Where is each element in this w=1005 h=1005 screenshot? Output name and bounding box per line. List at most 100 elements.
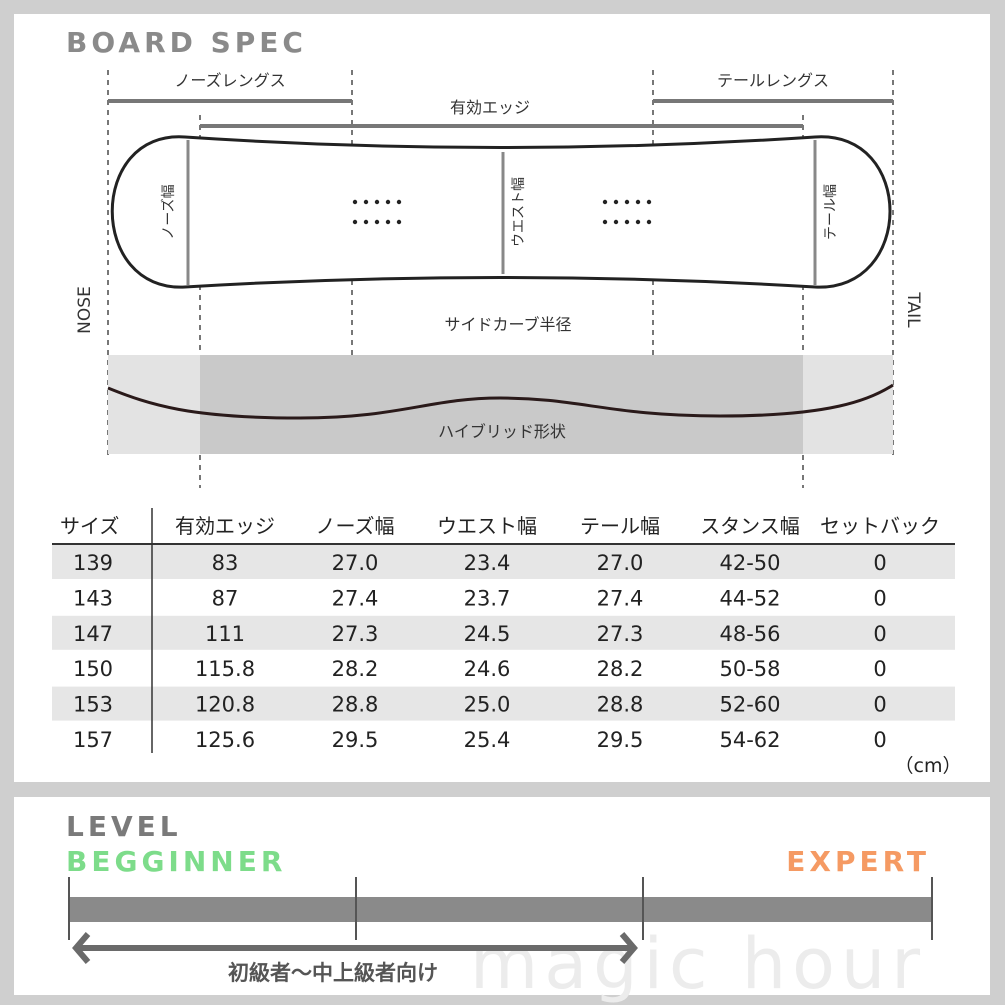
insert-hole	[635, 219, 641, 225]
insert-hole	[613, 199, 619, 205]
level-range-arrow	[72, 932, 638, 964]
table-cell: 44-52	[719, 586, 780, 610]
table-cell: 24.6	[464, 657, 511, 681]
table-cell: 27.0	[332, 551, 379, 575]
insert-hole	[646, 219, 652, 225]
insert-hole	[624, 219, 630, 225]
table-cell: 29.5	[332, 728, 379, 752]
table-header: サイズ	[60, 514, 119, 538]
table-row-bg	[52, 615, 955, 650]
insert-holes	[352, 199, 652, 225]
table-cell: 28.2	[597, 657, 644, 681]
table-cell: 0	[873, 657, 886, 681]
table-row-bg	[52, 545, 955, 579]
insert-hole	[385, 219, 391, 225]
watermark-text: magic hour	[470, 923, 926, 1005]
table-cell: 83	[212, 551, 239, 575]
table-cell: 25.4	[464, 728, 511, 752]
insert-hole	[352, 199, 358, 205]
insert-hole	[635, 199, 641, 205]
table-cell: 120.8	[195, 693, 255, 717]
watermark: magic hour	[470, 923, 926, 1005]
level-bar	[68, 897, 933, 922]
table-row-bg	[52, 686, 955, 721]
table-cell: 115.8	[195, 657, 255, 681]
waist-width-label: ウエスト幅	[511, 177, 527, 247]
table-cell: 150	[73, 657, 113, 681]
insert-hole	[396, 219, 402, 225]
table-cell: 48-56	[719, 622, 780, 646]
table-cell: 147	[73, 622, 113, 646]
tail-label: TAIL	[903, 291, 923, 328]
insert-hole	[385, 199, 391, 205]
table-header: 有効エッジ	[175, 514, 275, 538]
table-cell: 0	[873, 551, 886, 575]
insert-hole	[646, 199, 652, 205]
table-cell: 0	[873, 693, 886, 717]
tail-length-label: テールレングス	[717, 71, 829, 90]
board-spec-title: BOARD SPEC	[66, 26, 307, 59]
table-cell: 157	[73, 728, 113, 752]
table-cell: 23.7	[464, 586, 511, 610]
level-panel	[14, 797, 990, 995]
tail-width-label: テール幅	[823, 184, 839, 240]
board-outline	[110, 135, 892, 289]
table-cell: 54-62	[719, 728, 780, 752]
table-cell: 28.2	[332, 657, 379, 681]
table-cell: 50-58	[719, 657, 780, 681]
unit-label: （cm）	[895, 755, 962, 777]
table-cell: 111	[205, 622, 245, 646]
table-header: セットバック	[820, 514, 940, 538]
table-cell: 0	[873, 622, 886, 646]
table-cell: 25.0	[464, 693, 511, 717]
sidecut-radius-label: サイドカーブ半径	[444, 315, 571, 334]
insert-hole	[374, 219, 380, 225]
table-cell: 125.6	[195, 728, 255, 752]
insert-hole	[613, 219, 619, 225]
effective-edge-label: 有効エッジ	[450, 98, 530, 117]
table-cell: 52-60	[719, 693, 780, 717]
spec-table: サイズ 有効エッジ ノーズ幅 ウエスト幅 テール幅 スタンス幅 セットバック 139 83 27.…	[52, 514, 955, 752]
level-range-text: 初級者〜中上級者向け	[228, 961, 438, 985]
expert-label: EXPERT	[786, 845, 930, 878]
table-header: テール幅	[580, 514, 660, 538]
table-header: ノーズ幅	[316, 514, 395, 538]
nose-length-label: ノーズレングス	[174, 71, 285, 90]
table-cell: 143	[73, 586, 113, 610]
table-cell: 27.4	[597, 586, 644, 610]
table-cell: 0	[873, 586, 886, 610]
table-cell: 0	[873, 728, 886, 752]
table-cell: 28.8	[332, 693, 379, 717]
insert-hole	[396, 199, 402, 205]
hybrid-shape-label: ハイブリッド形状	[438, 422, 566, 441]
table-cell: 23.4	[464, 551, 511, 575]
insert-hole	[363, 219, 369, 225]
insert-hole	[624, 199, 630, 205]
table-header: スタンス幅	[700, 514, 800, 538]
level-title: LEVEL	[66, 810, 182, 843]
insert-hole	[352, 219, 358, 225]
level-ticks	[68, 877, 933, 940]
insert-hole	[374, 199, 380, 205]
profile-contact-area	[200, 355, 803, 454]
table-cell: 42-50	[719, 551, 780, 575]
beginner-label: BEGGINNER	[66, 845, 286, 878]
nose-label: NOSE	[75, 286, 95, 334]
insert-hole	[602, 199, 608, 205]
insert-hole	[602, 219, 608, 225]
table-cell: 27.4	[332, 586, 379, 610]
table-cell: 27.0	[597, 551, 644, 575]
table-cell: 139	[73, 551, 113, 575]
table-header: ウエスト幅	[437, 514, 537, 538]
nose-width-label: ノーズ幅	[161, 184, 177, 239]
hybrid-profile-curve	[107, 383, 894, 420]
insert-hole	[363, 199, 369, 205]
table-cell: 27.3	[597, 622, 644, 646]
table-cell: 27.3	[332, 622, 379, 646]
table-cell: 153	[73, 693, 113, 717]
table-cell: 29.5	[597, 728, 644, 752]
table-cell: 28.8	[597, 693, 644, 717]
table-cell: 24.5	[464, 622, 511, 646]
table-cell: 87	[212, 586, 239, 610]
